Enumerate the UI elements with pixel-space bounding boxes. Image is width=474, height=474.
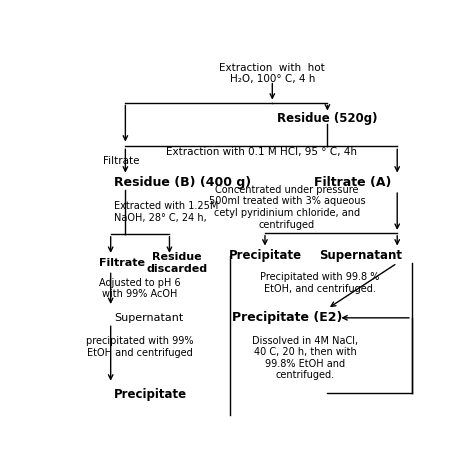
Text: Residue
discarded: Residue discarded bbox=[146, 252, 207, 274]
Text: Supernatant: Supernatant bbox=[319, 249, 402, 262]
Text: precipitated with 99%
EtOH and centrifuged: precipitated with 99% EtOH and centrifug… bbox=[86, 336, 194, 358]
Text: Filtrate: Filtrate bbox=[99, 258, 145, 268]
Text: Precipitated with 99.8 %
EtOH, and centrifuged.: Precipitated with 99.8 % EtOH, and centr… bbox=[260, 273, 380, 294]
Text: Supernatant: Supernatant bbox=[114, 313, 183, 323]
Text: Residue (B) (400 g): Residue (B) (400 g) bbox=[114, 176, 252, 189]
Text: Residue (520g): Residue (520g) bbox=[277, 112, 378, 126]
Text: Extraction  with  hot
H₂O, 100° C, 4 h: Extraction with hot H₂O, 100° C, 4 h bbox=[219, 63, 325, 84]
Text: Filtrate (A): Filtrate (A) bbox=[314, 176, 392, 189]
Text: Extraction with 0.1 M HCl, 95 ° C, 4h: Extraction with 0.1 M HCl, 95 ° C, 4h bbox=[166, 147, 357, 157]
Text: Adjusted to pH 6
with 99% AcOH: Adjusted to pH 6 with 99% AcOH bbox=[99, 278, 181, 300]
Text: Extracted with 1.25M
NaOH, 28° C, 24 h,: Extracted with 1.25M NaOH, 28° C, 24 h, bbox=[114, 201, 219, 223]
Text: Dissolved in 4M NaCl,
40 C, 20 h, then with
99.8% EtOH and
centrifuged.: Dissolved in 4M NaCl, 40 C, 20 h, then w… bbox=[252, 336, 358, 381]
Text: Concentrated under pressure
500ml treated with 3% aqueous
cetyl pyridinium chlor: Concentrated under pressure 500ml treate… bbox=[209, 185, 365, 229]
Text: Filtrate: Filtrate bbox=[103, 156, 140, 166]
Text: Precipitate: Precipitate bbox=[228, 249, 301, 262]
Text: Precipitate: Precipitate bbox=[114, 388, 188, 401]
Text: Precipitate (E2): Precipitate (E2) bbox=[232, 311, 342, 324]
